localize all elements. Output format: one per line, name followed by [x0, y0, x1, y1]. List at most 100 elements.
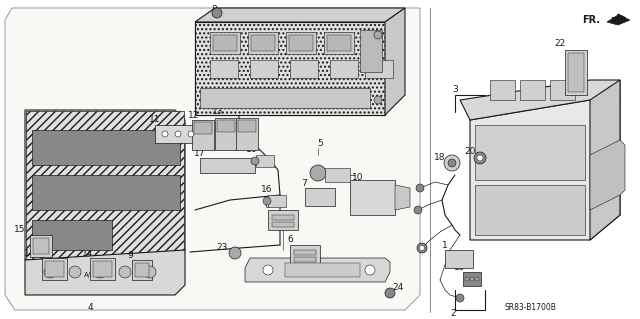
Polygon shape	[460, 80, 620, 120]
Circle shape	[374, 96, 382, 104]
Circle shape	[162, 131, 168, 137]
Text: 16: 16	[246, 145, 258, 154]
Bar	[250, 60, 278, 78]
Text: 17: 17	[195, 149, 205, 158]
Polygon shape	[25, 110, 185, 260]
Text: 24: 24	[392, 284, 404, 293]
Text: 11: 11	[149, 115, 161, 124]
Text: FR.: FR.	[582, 15, 600, 25]
Bar	[568, 53, 584, 92]
Circle shape	[212, 8, 222, 18]
Bar	[33, 238, 49, 254]
Circle shape	[263, 265, 273, 275]
Bar	[251, 35, 275, 51]
Bar	[290, 245, 320, 265]
Text: 22: 22	[554, 40, 566, 48]
Bar	[32, 175, 180, 210]
Circle shape	[175, 131, 181, 137]
Bar	[42, 258, 67, 280]
Bar	[26, 111, 184, 259]
Bar	[30, 235, 52, 257]
Polygon shape	[590, 140, 625, 210]
Bar	[135, 263, 149, 277]
Bar	[238, 120, 256, 132]
Polygon shape	[607, 15, 630, 25]
Circle shape	[470, 277, 474, 281]
Bar	[272, 215, 294, 220]
Circle shape	[365, 265, 375, 275]
Bar	[490, 80, 515, 100]
Text: A/C: A/C	[211, 162, 220, 167]
Bar	[327, 35, 351, 51]
Circle shape	[263, 197, 271, 205]
Bar	[217, 120, 235, 132]
Bar	[32, 130, 180, 165]
Text: 19: 19	[454, 263, 466, 271]
Bar	[294, 257, 316, 262]
Circle shape	[417, 243, 427, 253]
Circle shape	[251, 157, 259, 165]
Bar	[445, 250, 473, 268]
Text: 6: 6	[287, 235, 293, 244]
Circle shape	[94, 266, 106, 278]
Text: 10: 10	[352, 173, 364, 182]
Text: 14: 14	[83, 249, 93, 257]
Circle shape	[444, 155, 460, 171]
Polygon shape	[590, 80, 620, 240]
Bar	[93, 261, 112, 277]
Bar	[268, 195, 286, 207]
Bar	[272, 222, 294, 227]
Circle shape	[448, 159, 456, 167]
Text: 14: 14	[24, 249, 36, 257]
Polygon shape	[245, 258, 390, 282]
Text: 23: 23	[216, 243, 228, 253]
Text: 6: 6	[264, 201, 270, 210]
Text: 15: 15	[14, 226, 26, 234]
Bar	[294, 250, 316, 255]
Text: 7: 7	[301, 179, 307, 188]
Bar	[285, 263, 360, 277]
Circle shape	[475, 277, 479, 281]
Text: 5: 5	[317, 138, 323, 147]
Bar	[475, 185, 585, 235]
Circle shape	[69, 266, 81, 278]
Bar	[200, 88, 370, 108]
Circle shape	[119, 266, 131, 278]
Bar	[155, 125, 210, 143]
Text: 8: 8	[211, 5, 217, 14]
Bar	[324, 32, 354, 54]
Bar	[565, 50, 587, 95]
Circle shape	[385, 288, 395, 298]
Text: 4: 4	[87, 303, 93, 313]
Bar	[210, 32, 240, 54]
Text: 1: 1	[442, 241, 448, 249]
Bar	[248, 32, 278, 54]
Bar	[236, 118, 258, 150]
Bar	[256, 155, 274, 167]
Polygon shape	[195, 8, 405, 22]
Circle shape	[456, 294, 464, 302]
Text: A/C: A/C	[84, 272, 96, 278]
Circle shape	[229, 247, 241, 259]
Bar	[194, 122, 212, 134]
Text: SR83-B1700B: SR83-B1700B	[504, 303, 556, 313]
Bar	[90, 258, 115, 280]
Polygon shape	[5, 8, 420, 310]
Polygon shape	[195, 22, 385, 115]
Bar	[290, 60, 318, 78]
Bar	[475, 125, 585, 180]
Bar	[463, 272, 481, 286]
Bar	[365, 60, 393, 78]
Bar	[520, 80, 545, 100]
Bar	[200, 158, 255, 173]
Bar	[195, 22, 385, 115]
Bar	[192, 120, 214, 150]
Bar	[215, 118, 237, 150]
Text: 13: 13	[212, 108, 224, 116]
Bar	[213, 35, 237, 51]
Text: 16: 16	[261, 186, 273, 195]
Circle shape	[374, 31, 382, 39]
Bar	[210, 60, 238, 78]
Circle shape	[419, 246, 424, 250]
Polygon shape	[395, 185, 410, 210]
